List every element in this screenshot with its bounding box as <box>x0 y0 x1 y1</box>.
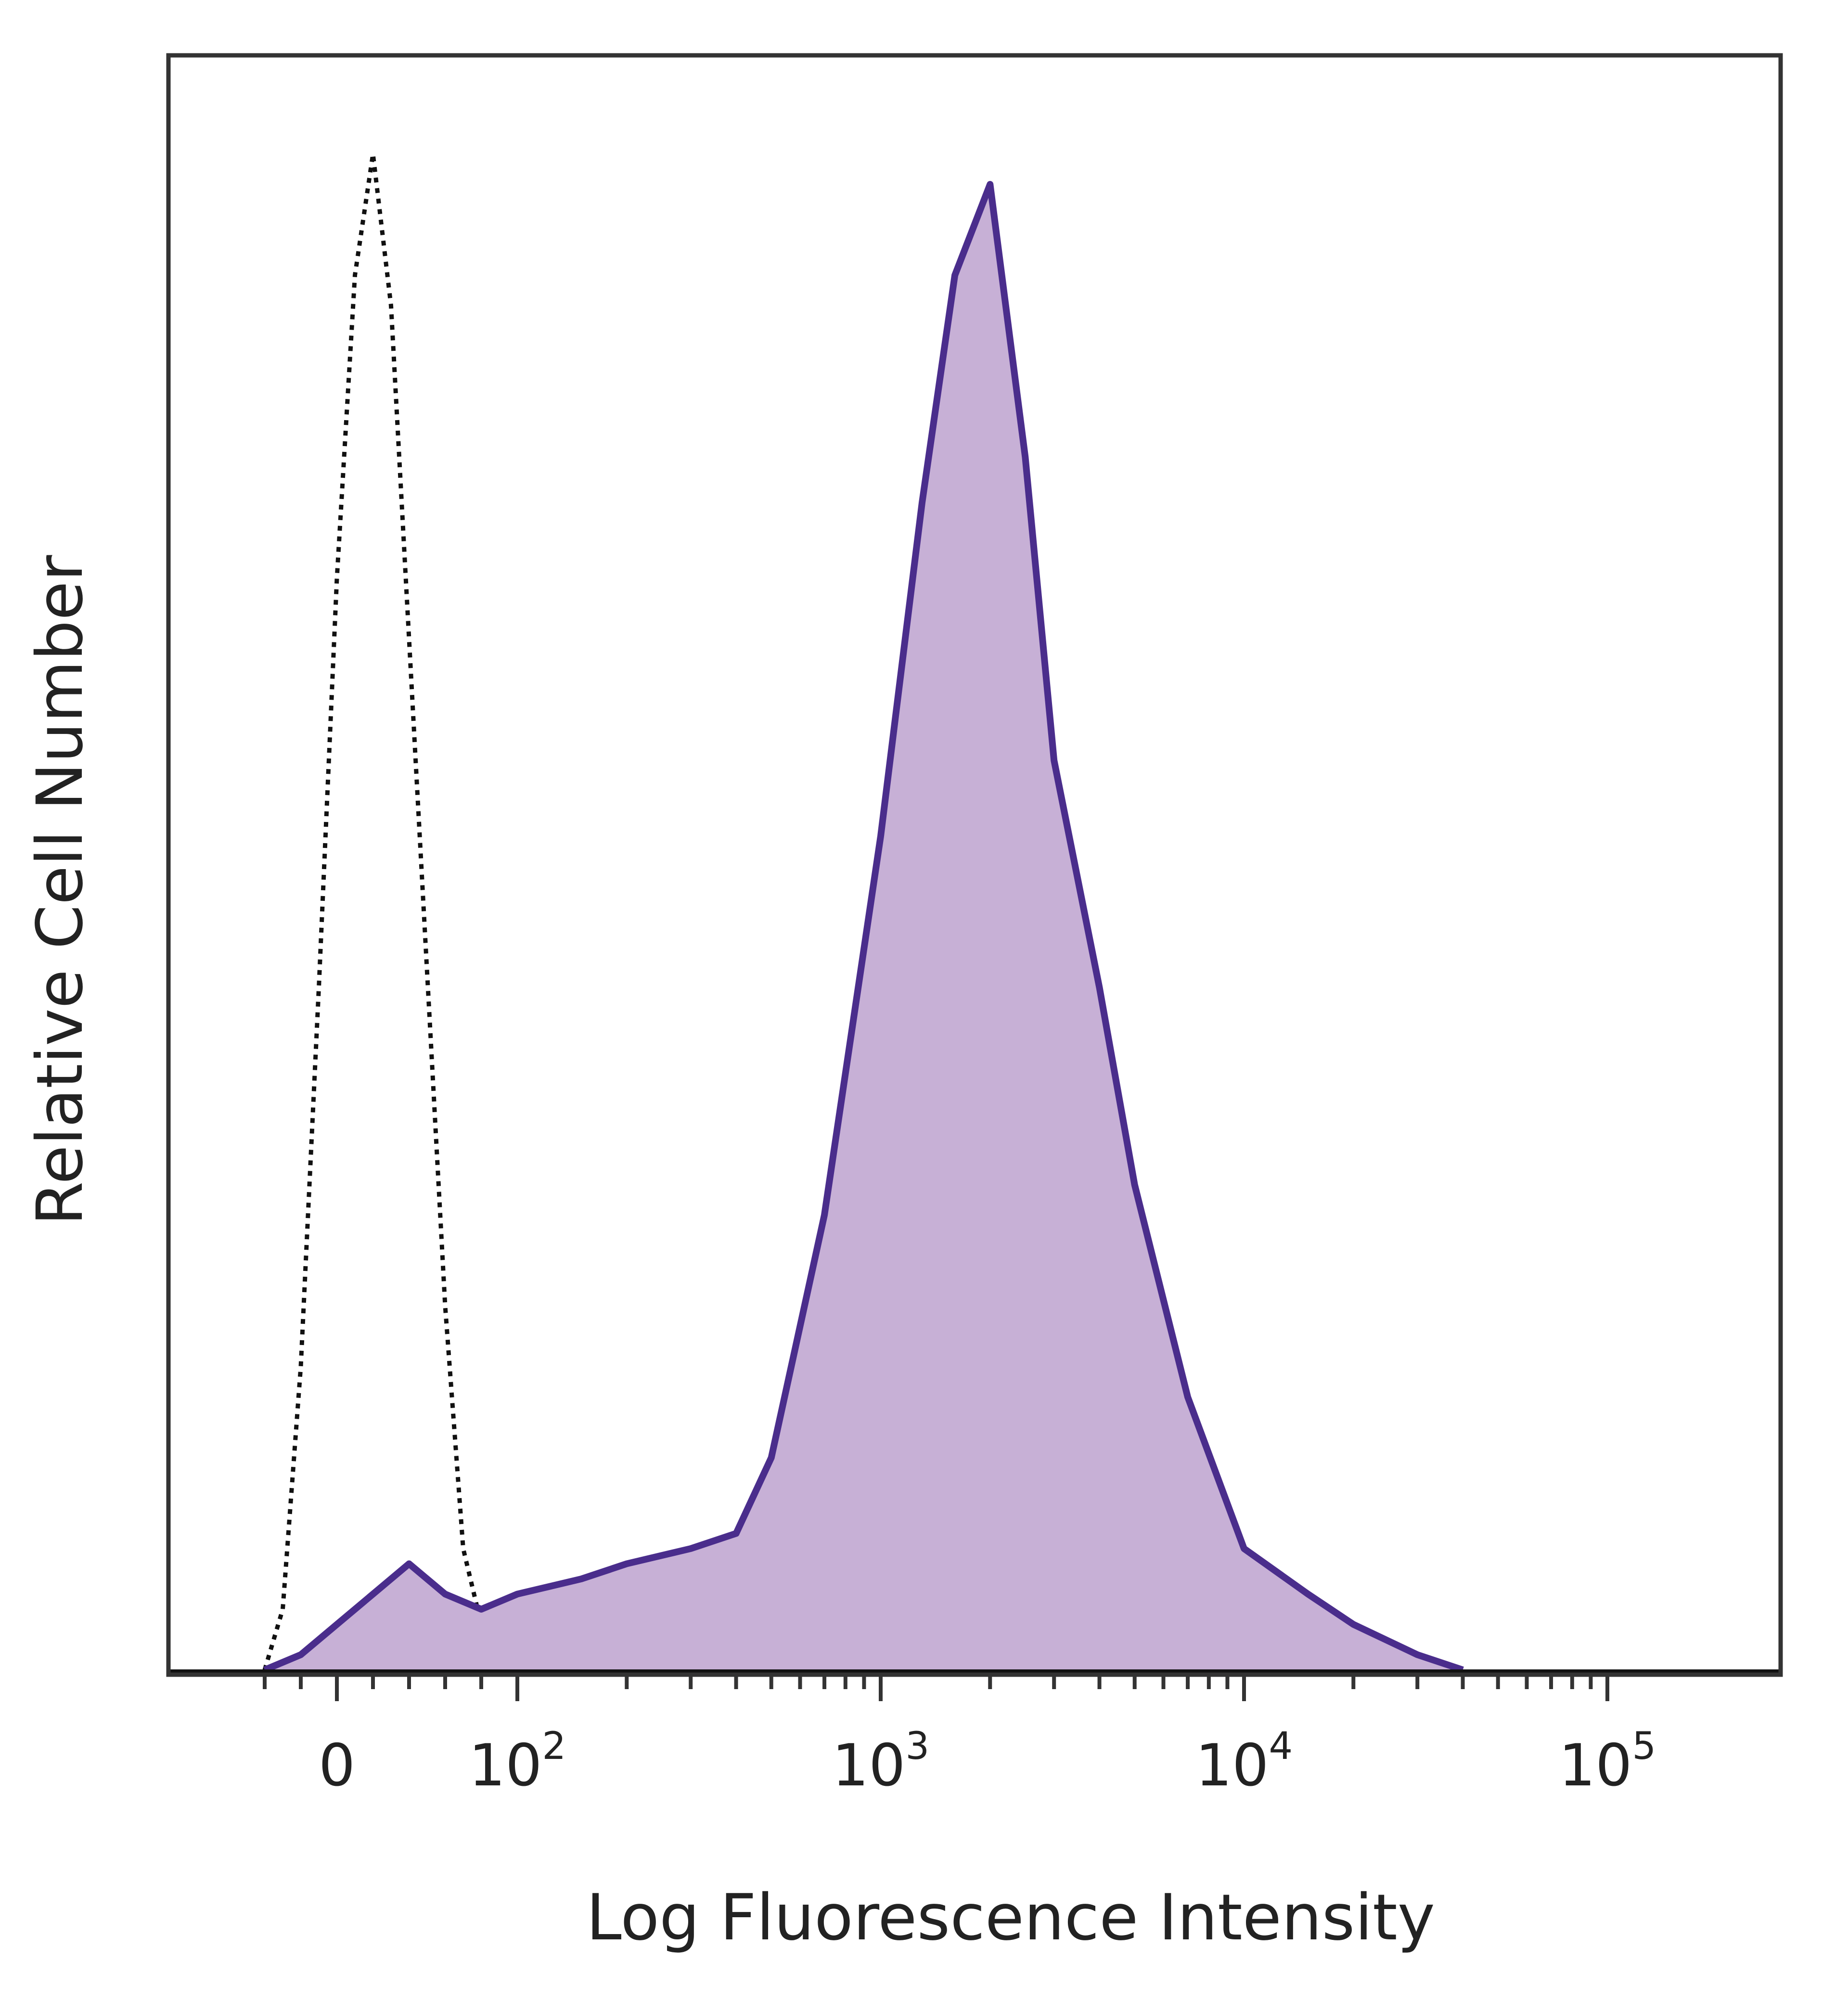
y-axis-title: Relative Cell Number <box>23 555 97 1226</box>
plot-frame <box>166 53 1783 1677</box>
series-0-outline <box>262 152 519 1672</box>
x-axis-ticks <box>263 1675 1609 1701</box>
x-tick-label: 0 <box>319 1732 355 1799</box>
x-tick-label: 105 <box>1559 1725 1656 1799</box>
x-axis-tick-labels: 0 102 103 104 105 <box>319 1725 1656 1799</box>
x-tick-label: 102 <box>469 1725 566 1799</box>
x-tick-label: 104 <box>1195 1725 1293 1799</box>
x-tick-label: 103 <box>832 1725 929 1799</box>
series-1-outline <box>263 181 1464 1673</box>
plot-layer <box>168 152 1781 1674</box>
x-axis-title: Log Fluorescence Intensity <box>586 1881 1435 1955</box>
series-1-fill <box>265 184 1463 1671</box>
